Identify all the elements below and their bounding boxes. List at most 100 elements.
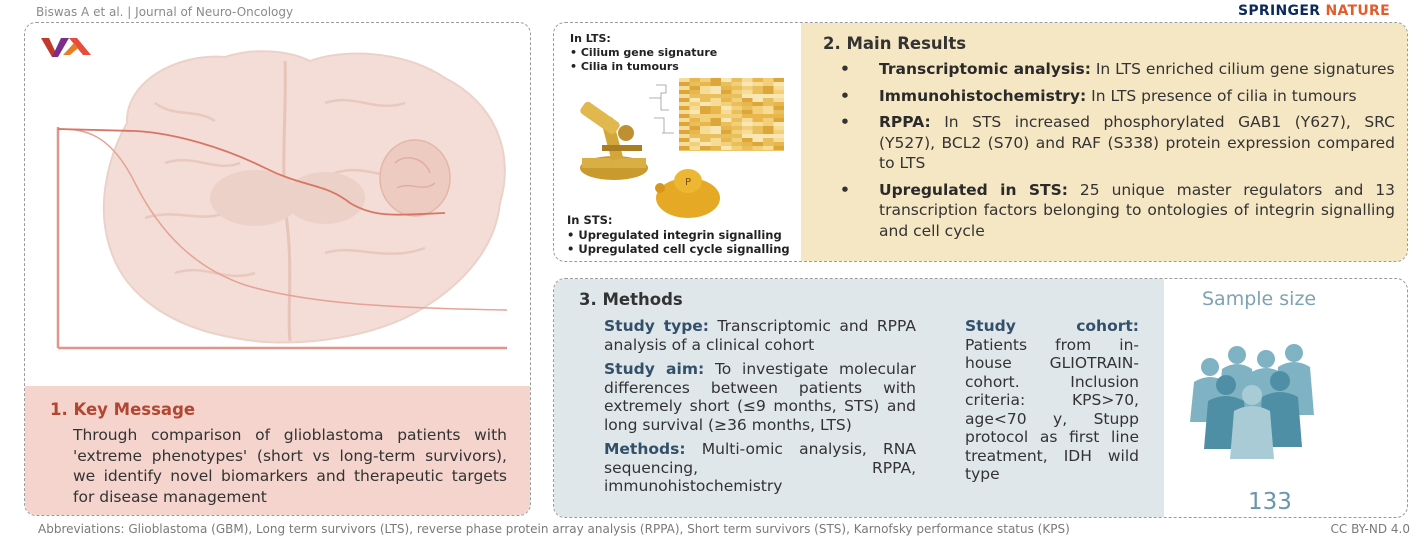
heatmap-cell <box>773 98 784 102</box>
result-term: Upregulated in STS: <box>879 180 1068 199</box>
lts-item: • Cilium gene signature <box>570 46 718 59</box>
result-text: In STS increased phosphorylated GAB1 (Y6… <box>879 113 1395 172</box>
heatmap-cell <box>742 126 753 130</box>
heatmap-cell <box>773 78 784 82</box>
heatmap-cell <box>763 98 774 102</box>
heatmap-cell <box>700 122 711 126</box>
heatmap-cell <box>731 102 742 106</box>
heatmap-cell <box>773 122 784 126</box>
heatmap-cell <box>700 126 711 130</box>
heatmap-cell <box>721 122 732 126</box>
methods-column-left: Study type: Transcriptomic and RPPA anal… <box>604 317 916 502</box>
heatmap-cell <box>679 82 690 86</box>
heatmap-cell <box>721 130 732 134</box>
heatmap-cell <box>721 138 732 142</box>
heatmap-cell <box>710 106 721 110</box>
heatmap-cell <box>679 78 690 82</box>
heatmap-cell <box>752 114 763 118</box>
heatmap-cell <box>773 138 784 142</box>
heatmap-cell <box>710 114 721 118</box>
publisher-logo: SPRINGER NATURE <box>1238 3 1390 19</box>
result-text: In LTS enriched cilium gene signatures <box>1090 60 1395 78</box>
heatmap-cell <box>742 138 753 142</box>
heatmap-cell <box>679 130 690 134</box>
heatmap-cell <box>773 102 784 106</box>
study-aim-text: To investigate molecular differences bet… <box>604 360 916 434</box>
heatmap-cell <box>731 90 742 94</box>
heatmap-cell <box>710 94 721 98</box>
heatmap-cell <box>731 98 742 102</box>
heatmap-cell <box>742 86 753 90</box>
lts-findings: In LTS: • Cilium gene signature • Cilia … <box>570 32 717 74</box>
heatmap-cell <box>710 78 721 82</box>
heatmap-cell <box>731 86 742 90</box>
heatmap-cell <box>679 134 690 138</box>
heatmap-cell <box>710 86 721 90</box>
heatmap-cell <box>763 122 774 126</box>
sample-size-value: 133 <box>1248 489 1292 515</box>
study-aim: Study aim: To investigate molecular diff… <box>604 360 916 434</box>
heatmap-cell <box>710 134 721 138</box>
heatmap-cell <box>721 98 732 102</box>
heatmap-cell <box>731 114 742 118</box>
heatmap-cell <box>689 130 700 134</box>
heatmap-cell <box>763 110 774 114</box>
methods-text: Multi-omic analysis, RNA sequencing, RPP… <box>604 440 916 495</box>
bullet-icon: • <box>840 113 850 131</box>
heatmap-cell <box>689 118 700 122</box>
heatmap-cell <box>700 82 711 86</box>
heatmap-cell <box>773 118 784 122</box>
heatmap-cell <box>731 122 742 126</box>
heatmap-cell <box>721 82 732 86</box>
heatmap-cell <box>752 122 763 126</box>
heatmap-cell <box>742 142 753 146</box>
heatmap-cell <box>742 90 753 94</box>
sts-findings: In STS: • Upregulated integrin signallin… <box>567 213 790 257</box>
survival-curve-icon <box>56 127 508 350</box>
sts-label: In STS: <box>567 213 613 227</box>
heatmap-cell <box>742 130 753 134</box>
heatmap-cell <box>689 86 700 90</box>
heatmap-cell <box>773 110 784 114</box>
heatmap-cell <box>763 90 774 94</box>
heatmap-cell <box>700 114 711 118</box>
heatmap-cell <box>721 94 732 98</box>
heatmap-cell <box>679 102 690 106</box>
heatmap-cell <box>689 90 700 94</box>
citation: Biswas A et al. | Journal of Neuro-Oncol… <box>36 5 294 19</box>
heatmap-cell <box>689 102 700 106</box>
heatmap-cell <box>721 114 732 118</box>
heatmap-cell <box>721 146 732 150</box>
results-list: • Transcriptomic analysis: In LTS enriche… <box>827 59 1395 247</box>
sample-size-title: Sample size <box>1202 288 1317 310</box>
heatmap-cell <box>679 118 690 122</box>
heatmap-cell <box>721 134 732 138</box>
result-term: Transcriptomic analysis: <box>879 60 1091 78</box>
heatmap-cell <box>689 126 700 130</box>
methods-term: Methods: <box>604 440 686 458</box>
heatmap-cell <box>710 146 721 150</box>
heatmap-cell <box>700 130 711 134</box>
heatmap-cell <box>721 78 732 82</box>
heatmap-cell <box>700 98 711 102</box>
heatmap-cell <box>689 94 700 98</box>
bullet-icon: • <box>840 60 850 78</box>
result-term: Immunohistochemistry: <box>879 86 1087 105</box>
heatmap-cell <box>700 142 711 146</box>
people-group-icon <box>1190 344 1314 459</box>
study-cohort-text: Patients from in-house GLIOTRAIN-cohort.… <box>965 335 1139 484</box>
heatmap-cell <box>689 122 700 126</box>
heatmap-cell <box>752 98 763 102</box>
heatmap-cell <box>752 110 763 114</box>
brain-icon <box>102 50 506 344</box>
heatmap-cell <box>710 118 721 122</box>
heatmap-cell <box>752 146 763 150</box>
heatmap-cell <box>752 138 763 142</box>
publisher-logo-part2: NATURE <box>1325 3 1390 19</box>
methods-list: Methods: Multi-omic analysis, RNA sequen… <box>604 440 916 496</box>
heatmap-cell <box>773 114 784 118</box>
heatmap-cell <box>773 106 784 110</box>
study-type-term: Study type: <box>604 317 710 335</box>
heatmap-cell <box>689 98 700 102</box>
heatmap-cell <box>710 82 721 86</box>
